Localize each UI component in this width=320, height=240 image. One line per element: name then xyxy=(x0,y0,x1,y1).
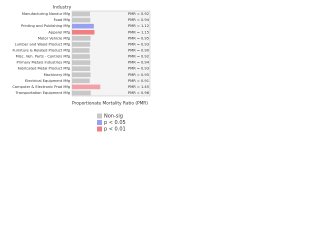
chart-title: Industry xyxy=(53,5,72,11)
bar xyxy=(72,78,90,84)
category-label: Furniture & Related Product Mfg xyxy=(13,48,70,52)
value-label: PMR = 0.93 xyxy=(128,42,149,46)
value-label: PMR = 1.12 xyxy=(128,24,149,28)
bar xyxy=(72,84,101,90)
value-label: PMR = 0.95 xyxy=(128,73,149,77)
legend-label: Non-sig xyxy=(104,114,123,120)
category-label: Lumber and Wood Product Mfg xyxy=(15,42,70,46)
category-label: Apparel Mfg xyxy=(48,30,70,34)
bar xyxy=(72,90,91,96)
value-label: PMR = 0.91 xyxy=(128,79,149,83)
category-label: Electrical Equipment Mfg xyxy=(25,79,70,83)
legend-label: p < 0.05 xyxy=(104,120,126,126)
category-label: Printing and Publishing Mfg xyxy=(21,24,70,28)
value-label: PMR = 0.95 xyxy=(128,36,149,40)
category-label: Machinery Mfg xyxy=(44,73,70,77)
bar xyxy=(72,17,91,23)
bar xyxy=(72,60,91,65)
category-label: Transportation Equipment Mfg xyxy=(15,91,70,95)
category-label: Food Mfg xyxy=(54,18,70,22)
category-label: Manufacturing Nondur Mfg xyxy=(22,12,70,16)
bar xyxy=(72,48,90,53)
value-label: PMR = 1.45 xyxy=(128,85,149,89)
bar xyxy=(72,42,91,47)
legend-swatch xyxy=(97,113,102,119)
x-axis-label: Proportionate Mortality Ratio (PMR) xyxy=(72,101,148,107)
bar xyxy=(72,11,90,17)
bar xyxy=(72,54,90,59)
category-label: Fabricated Metal Product Mfg xyxy=(18,67,70,71)
bar xyxy=(72,23,94,29)
value-label: PMR = 0.92 xyxy=(128,55,149,59)
legend-label: p < 0.01 xyxy=(104,127,126,133)
legend-swatch xyxy=(97,126,102,132)
value-label: PMR = 0.92 xyxy=(128,12,149,16)
bar xyxy=(72,66,91,71)
legend-swatch xyxy=(97,120,102,125)
category-label: Computer & Electronic Prod Mfg xyxy=(12,85,70,89)
chart: Industry Proportionate Mortality Ratio (… xyxy=(12,5,151,133)
value-label: PMR = 1.15 xyxy=(128,30,149,34)
bar xyxy=(72,36,91,41)
bar xyxy=(72,29,95,35)
value-label: PMR = 0.94 xyxy=(128,18,150,22)
value-label: PMR = 0.90 xyxy=(128,48,150,52)
category-label: Primary Metals Industries Mfg xyxy=(17,61,71,65)
bar xyxy=(72,72,91,78)
value-label: PMR = 0.93 xyxy=(128,67,149,71)
value-label: PMR = 0.94 xyxy=(128,61,150,65)
category-label: Misc. Veh. Parts - Controls Mfg xyxy=(16,55,70,59)
category-label: Motor Vehicle Mfg xyxy=(38,36,70,40)
value-label: PMR = 0.96 xyxy=(128,91,150,95)
